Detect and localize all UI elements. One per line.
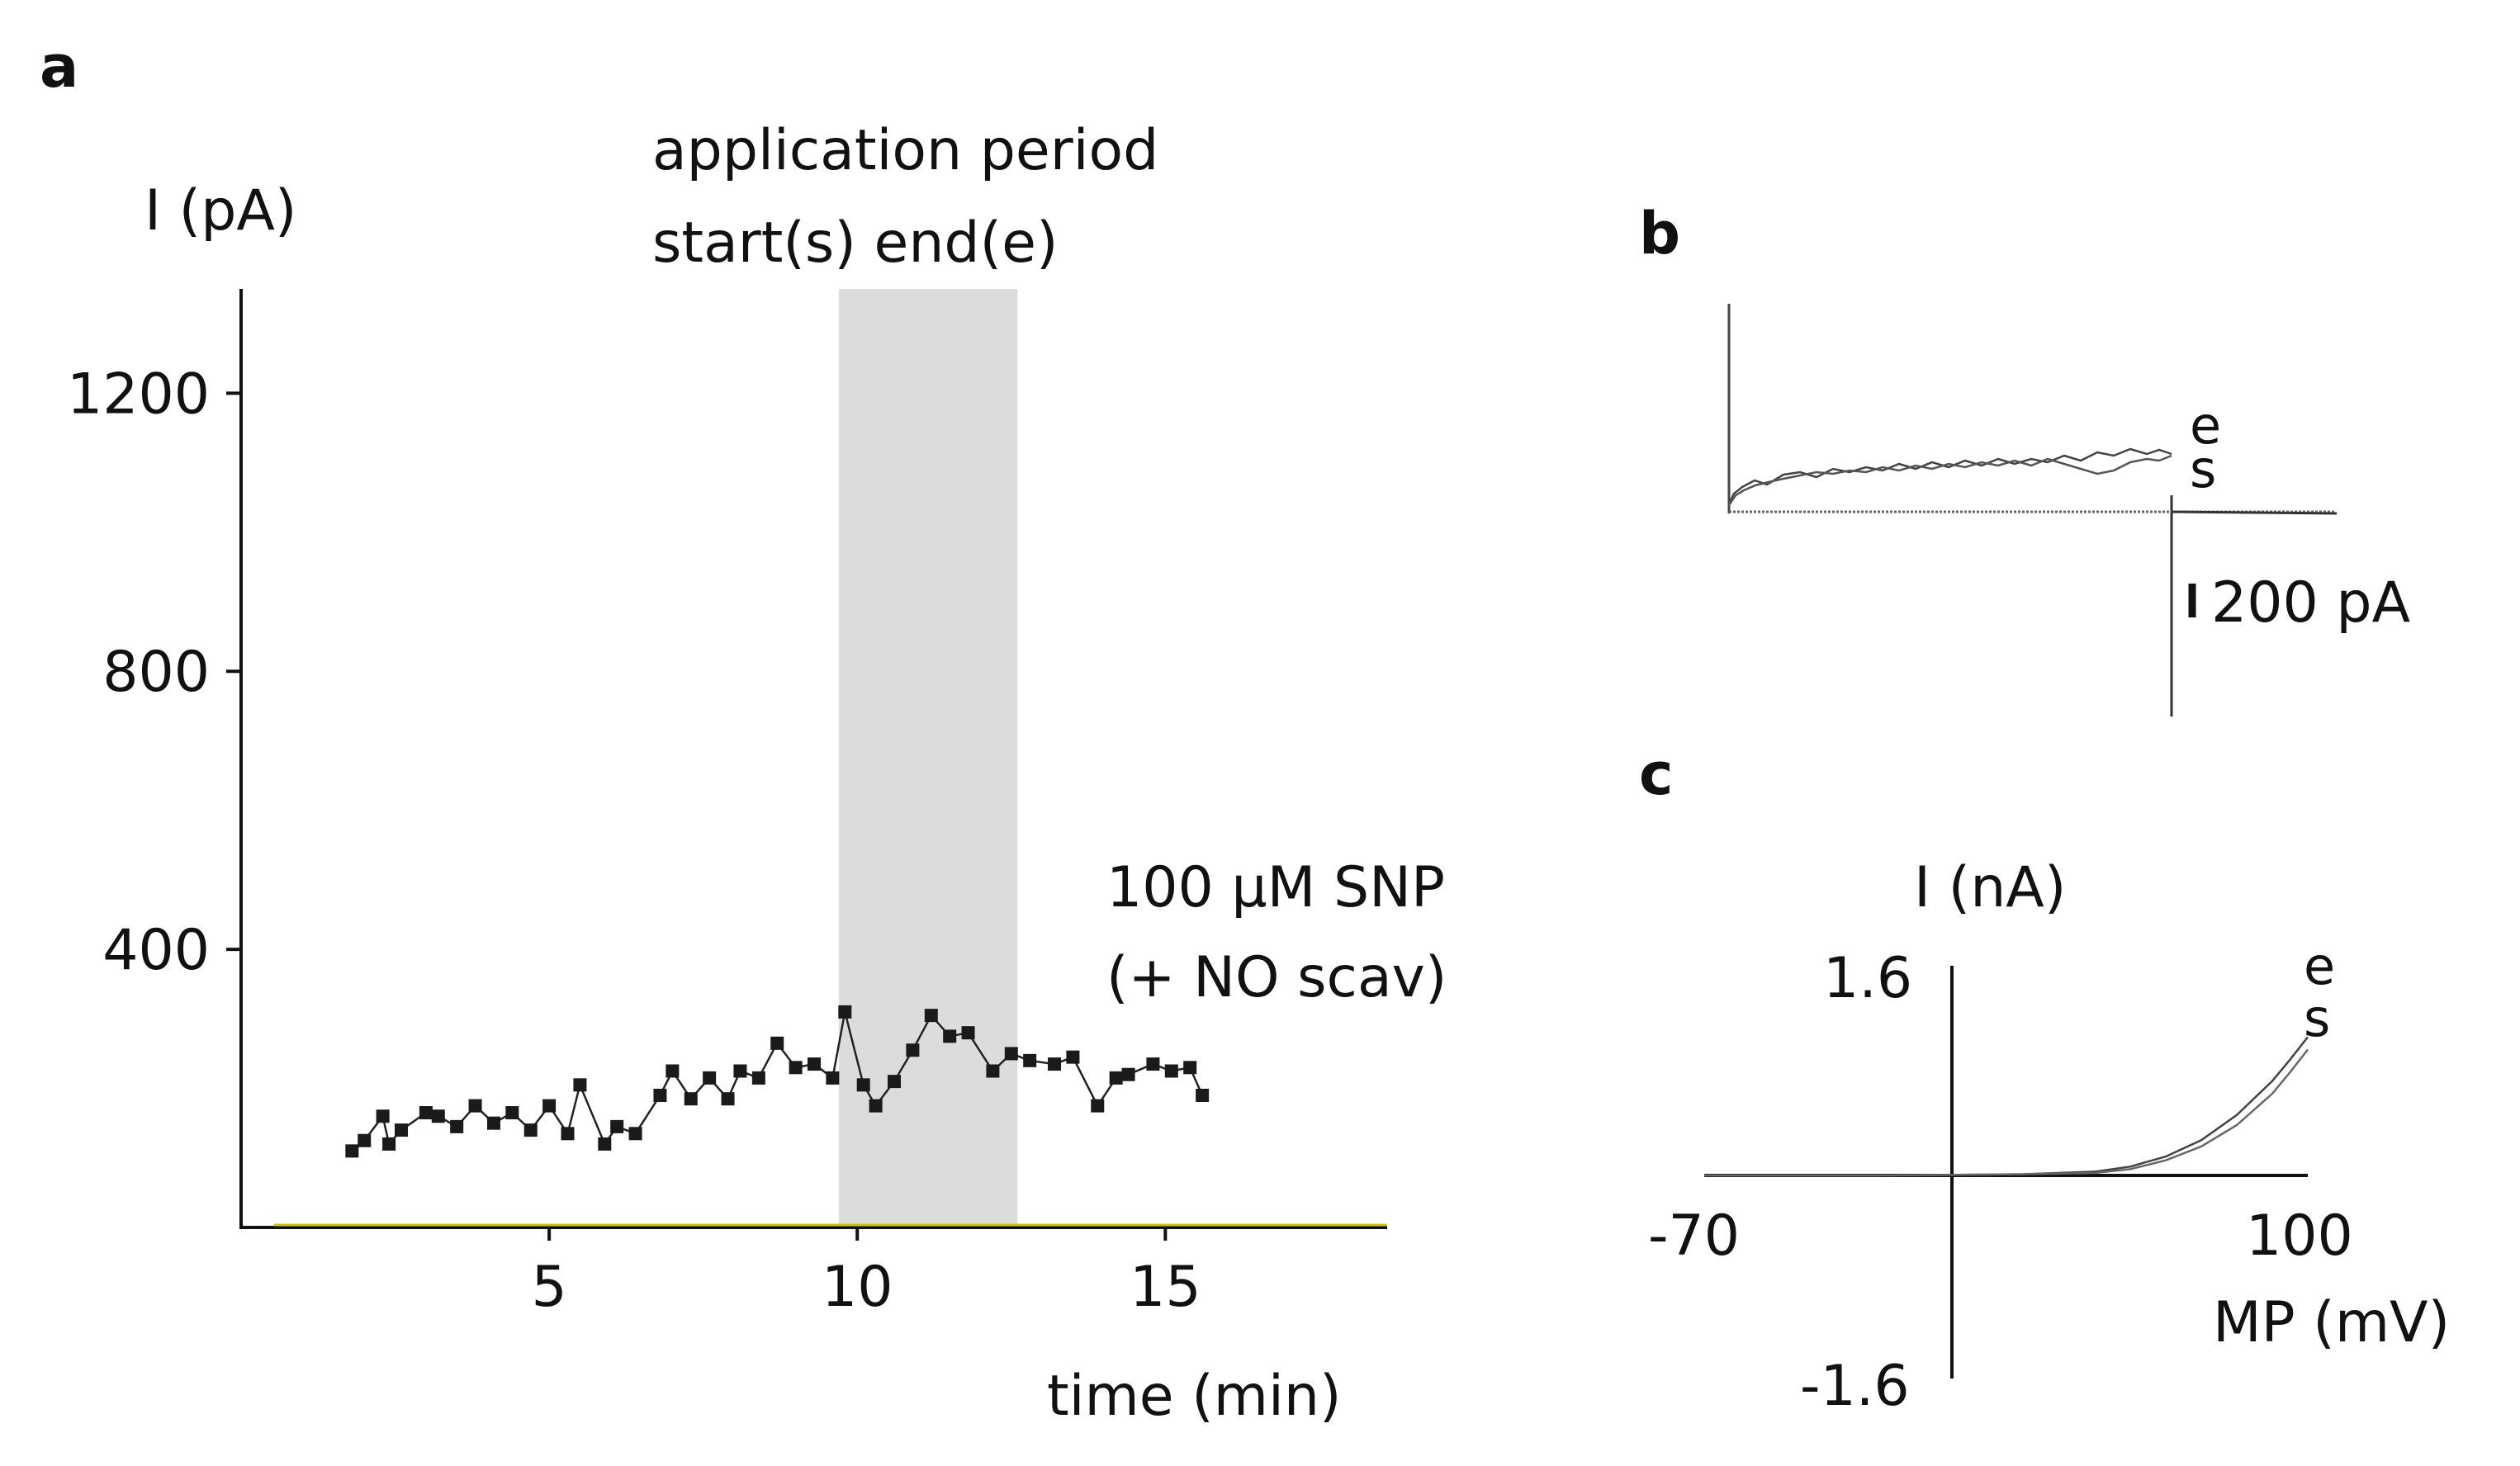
trace-b-label-e: e [2190,395,2221,456]
data-point [598,1137,612,1151]
data-point [703,1071,717,1085]
panel-c-letter: c [1639,740,1674,808]
data-point [610,1119,624,1133]
data-point [666,1064,680,1078]
data-point [1183,1061,1197,1075]
iv-y-axis-title: I (nA) [1914,855,2066,920]
iv-x-axis-title: MP (mV) [2213,1290,2450,1355]
data-point [450,1119,464,1133]
data-point [523,1123,538,1137]
data-point [684,1092,698,1106]
data-point [789,1061,803,1075]
data-point [1146,1057,1160,1071]
current-series-points [345,1005,1210,1158]
data-point [468,1099,482,1113]
data-point [486,1116,500,1130]
data-point [751,1071,765,1085]
data-point [1091,1099,1105,1113]
data-point [505,1106,519,1120]
data-point [419,1106,433,1120]
data-point [542,1099,557,1113]
data-point [376,1109,390,1123]
data-point [1066,1050,1080,1064]
iv-label-s: s [2304,988,2330,1048]
y-axis-title: I (pA) [144,178,296,244]
iv-xtick-right: 100 [2246,1204,2353,1269]
x-ticks: 5 10 15 [531,1227,1201,1320]
iv-trace-s [1704,1048,2309,1177]
data-point [1109,1071,1123,1085]
data-point [1164,1064,1178,1078]
data-point [653,1088,667,1102]
panel-a-letter: a [40,33,78,101]
scale-bar-label: 200 pA [2211,570,2410,636]
data-point [986,1064,1000,1078]
start-end-label: start(s) end(e) [652,210,1058,276]
iv-trace-e [1704,1036,2309,1177]
x-tick-label: 5 [531,1255,566,1320]
snp-annotation: 100 μM SNP [1106,855,1445,920]
iv-ytick-bottom: -1.6 [1800,1354,1910,1419]
data-point [1121,1067,1135,1081]
data-point [856,1078,870,1092]
trace-b-label-s: s [2190,439,2216,499]
data-point [943,1029,957,1043]
data-point [1023,1053,1037,1067]
scavenger-annotation: (+ NO scav) [1106,945,1447,1010]
x-tick-label: 15 [1130,1255,1201,1320]
data-point [924,1009,938,1023]
iv-xtick-left: -70 [1648,1204,1740,1269]
y-tick-label: 1200 [67,362,210,427]
data-point [628,1127,642,1141]
data-point [826,1071,840,1085]
data-point [961,1026,975,1040]
y-tick-label: 400 [102,918,210,983]
data-point [888,1075,902,1089]
panel-b-letter: b [1639,200,1680,267]
data-point [573,1078,587,1092]
data-point [808,1057,821,1071]
data-point [431,1109,445,1123]
data-point [1004,1047,1018,1061]
trace-b-tail [2171,510,2338,515]
data-point [382,1137,396,1151]
x-axis-title: time (min) [1047,1364,1342,1429]
iv-ytick-top: 1.6 [1823,946,1912,1011]
data-point [733,1064,747,1078]
panel-a: a 400 800 1200 5 10 15 I (pA) time (min) app… [40,33,1447,1429]
data-point [345,1144,359,1158]
panel-c: c I (nA) MP (mV) 1.6 -1.6 -70 100 e s [1639,740,2450,1419]
data-point [869,1099,883,1113]
data-point [721,1092,735,1106]
x-tick-label: 10 [822,1255,893,1320]
data-point [770,1036,784,1050]
data-point [1196,1088,1210,1102]
panel-b: b e s 200 pA [1639,200,2410,716]
data-point [358,1133,372,1147]
current-series-line [351,1011,1204,1152]
trace-b-s [1727,454,2172,506]
iv-label-e: e [2304,936,2335,996]
data-point [1048,1057,1062,1071]
data-point [561,1127,575,1141]
data-point [906,1043,920,1057]
application-period-label: application period [652,118,1158,183]
y-ticks: 400 800 1200 [67,362,241,983]
data-point [838,1005,852,1019]
y-tick-label: 800 [102,640,210,705]
trace-b-e [1727,447,2172,504]
data-point [395,1123,409,1137]
